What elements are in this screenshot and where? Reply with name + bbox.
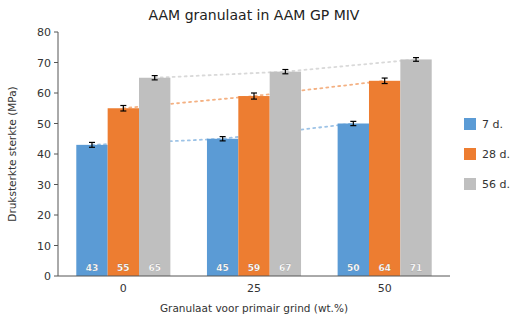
legend: 7 d. 28 d. 56 d. <box>464 118 510 191</box>
x-axis-label: Granulaat voor primair grind (wt.%) <box>160 302 348 314</box>
y-tick <box>54 93 58 94</box>
y-tick <box>54 154 58 155</box>
error-stem <box>353 121 354 125</box>
data-label: 65 <box>148 263 161 273</box>
error-cap <box>350 121 356 122</box>
data-label: 59 <box>248 263 261 273</box>
chart-title: AAM granulaat in AAM GP MIV <box>149 7 360 23</box>
error-bar <box>413 58 419 62</box>
error-cap <box>152 79 158 80</box>
data-label: 43 <box>86 263 99 273</box>
legend-swatch <box>464 118 476 130</box>
error-cap <box>382 83 388 84</box>
bar <box>108 108 139 276</box>
bar <box>369 81 400 276</box>
error-cap <box>220 140 226 141</box>
y-axis-line <box>58 32 59 276</box>
error-bar <box>152 76 158 80</box>
error-stem <box>222 137 223 141</box>
error-cap <box>89 142 95 143</box>
y-tick <box>54 276 58 277</box>
x-tick-label: 0 <box>120 282 127 295</box>
error-cap <box>413 57 419 58</box>
y-axis-label: Druksterkte sterkte (MPa) <box>6 86 18 221</box>
error-cap <box>382 77 388 78</box>
data-label: 64 <box>378 263 391 273</box>
legend-label: 56 d. <box>482 178 510 191</box>
bar <box>207 139 238 276</box>
error-cap <box>251 98 257 99</box>
error-bar <box>350 121 356 125</box>
x-axis-line <box>58 276 450 277</box>
error-stem <box>285 70 286 74</box>
x-tick-label: 25 <box>247 282 261 295</box>
bar <box>238 96 269 276</box>
bar <box>76 145 107 276</box>
error-bar <box>120 106 126 111</box>
y-tick-label: 20 <box>37 209 51 222</box>
y-tick <box>54 215 58 216</box>
y-tick-label: 30 <box>37 179 51 192</box>
error-cap <box>89 147 95 148</box>
y-tick <box>54 245 58 246</box>
y-tick <box>54 184 58 185</box>
error-bar <box>89 142 95 147</box>
y-tick-label: 60 <box>37 87 51 100</box>
y-tick-label: 10 <box>37 240 51 253</box>
plot-marks <box>76 58 431 276</box>
legend-swatch <box>464 148 476 160</box>
legend-label: 28 d. <box>482 148 510 161</box>
legend-swatch <box>464 178 476 190</box>
error-cap <box>251 92 257 93</box>
error-bar <box>382 78 388 83</box>
error-cap <box>350 125 356 126</box>
error-cap <box>152 75 158 76</box>
data-label: 50 <box>347 263 360 273</box>
error-stem <box>91 142 92 147</box>
data-label: 55 <box>117 263 130 273</box>
error-bar <box>251 93 257 99</box>
y-tick <box>54 123 58 124</box>
y-tick-label: 80 <box>37 26 51 39</box>
error-cap <box>282 69 288 70</box>
bar <box>400 59 431 276</box>
error-bar <box>282 70 288 74</box>
bar <box>270 72 301 276</box>
error-stem <box>154 76 155 80</box>
error-bar <box>220 137 226 141</box>
x-tick-label: 50 <box>378 282 392 295</box>
data-label: 67 <box>279 263 292 273</box>
chart-svg: 0 10 20 30 40 50 60 70 80 0 25 50 43 45 50 55 59 64 65 67 71… <box>0 0 528 322</box>
error-cap <box>220 136 226 137</box>
bar <box>338 124 369 277</box>
y-tick <box>54 62 58 63</box>
y-tick-label: 40 <box>37 148 51 161</box>
y-tick-label: 50 <box>37 118 51 131</box>
error-cap <box>413 61 419 62</box>
y-tick <box>54 32 58 33</box>
bar <box>139 78 170 276</box>
error-stem <box>384 78 385 83</box>
legend-label: 7 d. <box>482 118 503 131</box>
error-cap <box>120 105 126 106</box>
error-cap <box>120 110 126 111</box>
error-stem <box>253 93 254 99</box>
error-stem <box>123 106 124 111</box>
chart-container: 0 10 20 30 40 50 60 70 80 0 25 50 43 45 50 55 59 64 65 67 71… <box>0 0 528 322</box>
y-tick-label: 0 <box>44 270 51 283</box>
error-cap <box>282 73 288 74</box>
data-label: 45 <box>216 263 229 273</box>
y-tick-label: 70 <box>37 57 51 70</box>
data-label: 71 <box>410 263 423 273</box>
